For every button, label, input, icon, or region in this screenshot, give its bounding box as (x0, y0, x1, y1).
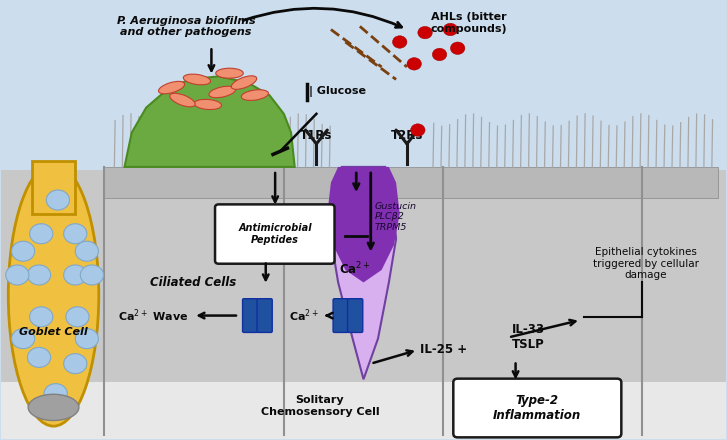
Circle shape (451, 42, 465, 55)
Circle shape (12, 241, 35, 261)
Text: Ca$^{2+}$: Ca$^{2+}$ (289, 307, 319, 324)
Text: IL-33
TSLP: IL-33 TSLP (512, 323, 545, 352)
Ellipse shape (231, 76, 257, 89)
Circle shape (28, 265, 51, 285)
Ellipse shape (209, 86, 236, 98)
Circle shape (64, 224, 87, 244)
Circle shape (47, 190, 70, 210)
Bar (103, 167, 718, 198)
Text: T1Rs: T1Rs (300, 129, 333, 142)
FancyBboxPatch shape (454, 379, 622, 437)
Polygon shape (327, 167, 400, 282)
Text: Type-2
Inflammation: Type-2 Inflammation (493, 394, 582, 422)
Circle shape (393, 36, 407, 48)
Ellipse shape (158, 81, 185, 94)
Ellipse shape (28, 394, 79, 421)
Circle shape (80, 265, 103, 285)
Circle shape (433, 48, 447, 61)
FancyBboxPatch shape (243, 299, 258, 333)
Circle shape (6, 265, 29, 285)
Circle shape (30, 307, 53, 327)
Ellipse shape (241, 90, 268, 100)
Bar (32, 161, 76, 214)
Text: T2Rs: T2Rs (391, 129, 423, 142)
Ellipse shape (183, 74, 211, 85)
Bar (1, 170, 726, 439)
Circle shape (411, 124, 425, 136)
Circle shape (418, 26, 433, 39)
Text: AHLs (bitter
compounds): AHLs (bitter compounds) (430, 12, 507, 34)
FancyBboxPatch shape (333, 299, 348, 333)
Text: | Glucose: | Glucose (309, 86, 366, 97)
Text: Gustucin
PLCβ2
TRPM5: Gustucin PLCβ2 TRPM5 (374, 202, 417, 232)
Circle shape (407, 58, 422, 70)
Ellipse shape (8, 164, 99, 426)
Circle shape (66, 307, 89, 327)
Bar (1, 382, 726, 439)
Text: Ciliated Cells: Ciliated Cells (150, 276, 236, 289)
Circle shape (30, 224, 53, 244)
Ellipse shape (216, 68, 244, 78)
Circle shape (64, 265, 87, 285)
Polygon shape (331, 167, 396, 379)
Polygon shape (124, 77, 294, 167)
Circle shape (76, 329, 98, 348)
Text: P. Aeruginosa biofilms
and other pathogens: P. Aeruginosa biofilms and other pathoge… (117, 15, 255, 37)
Circle shape (12, 329, 35, 348)
Bar (1, 1, 726, 189)
Circle shape (443, 23, 458, 36)
Circle shape (64, 354, 87, 374)
Circle shape (44, 384, 68, 403)
Text: Ca$^{2+}$: Ca$^{2+}$ (339, 260, 371, 277)
FancyBboxPatch shape (257, 299, 272, 333)
Text: IL-25 +: IL-25 + (420, 343, 467, 356)
FancyBboxPatch shape (348, 299, 363, 333)
Circle shape (28, 348, 51, 367)
Text: Epithelial cytokines
triggered by cellular
damage: Epithelial cytokines triggered by cellul… (593, 247, 699, 280)
Text: Ca$^{2+}$ Wave: Ca$^{2+}$ Wave (119, 307, 189, 324)
Circle shape (76, 241, 98, 261)
Ellipse shape (169, 93, 195, 107)
FancyBboxPatch shape (215, 205, 334, 264)
Text: Solitary
Chemosensory Cell: Solitary Chemosensory Cell (261, 395, 379, 417)
Text: Goblet Cell: Goblet Cell (19, 327, 88, 337)
Ellipse shape (194, 99, 222, 110)
Text: Antimicrobial
Peptides: Antimicrobial Peptides (238, 223, 312, 245)
